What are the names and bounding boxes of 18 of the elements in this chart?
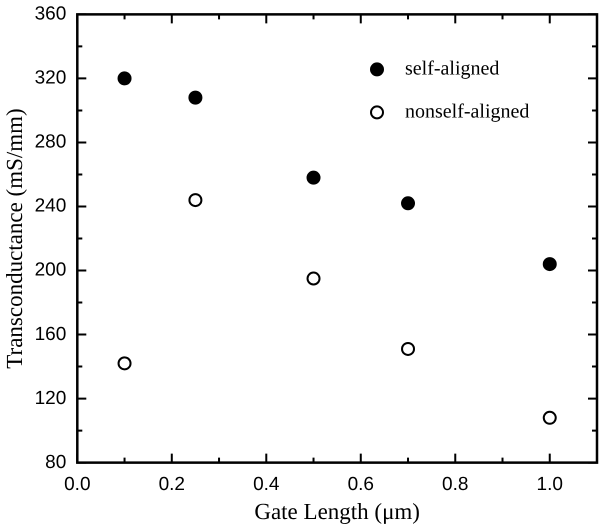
x-tick-label: 0.0: [64, 474, 91, 496]
y-tick-label: 200: [34, 260, 66, 281]
y-axis-title: Transconductance (mS/mm): [2, 108, 27, 369]
y-tick-label: 320: [34, 68, 66, 89]
legend-label: nonself-aligned: [405, 100, 530, 123]
x-tick-label: 1.0: [536, 474, 563, 496]
x-axis-title: Gate Length (μm): [254, 499, 420, 524]
x-tick-label: 0.2: [158, 474, 185, 496]
y-tick-label: 80: [45, 452, 66, 473]
y-tick-label: 160: [34, 324, 66, 345]
x-tick-label: 0.4: [253, 474, 280, 496]
x-tick-label: 0.6: [348, 474, 374, 496]
y-tick-label: 240: [34, 196, 66, 217]
legend-label: self-aligned: [405, 58, 500, 80]
y-tick-label: 280: [34, 132, 66, 153]
y-tick-label: 120: [34, 388, 66, 409]
y-tick-label: 360: [34, 4, 66, 25]
x-tick-label: 0.8: [442, 474, 468, 496]
